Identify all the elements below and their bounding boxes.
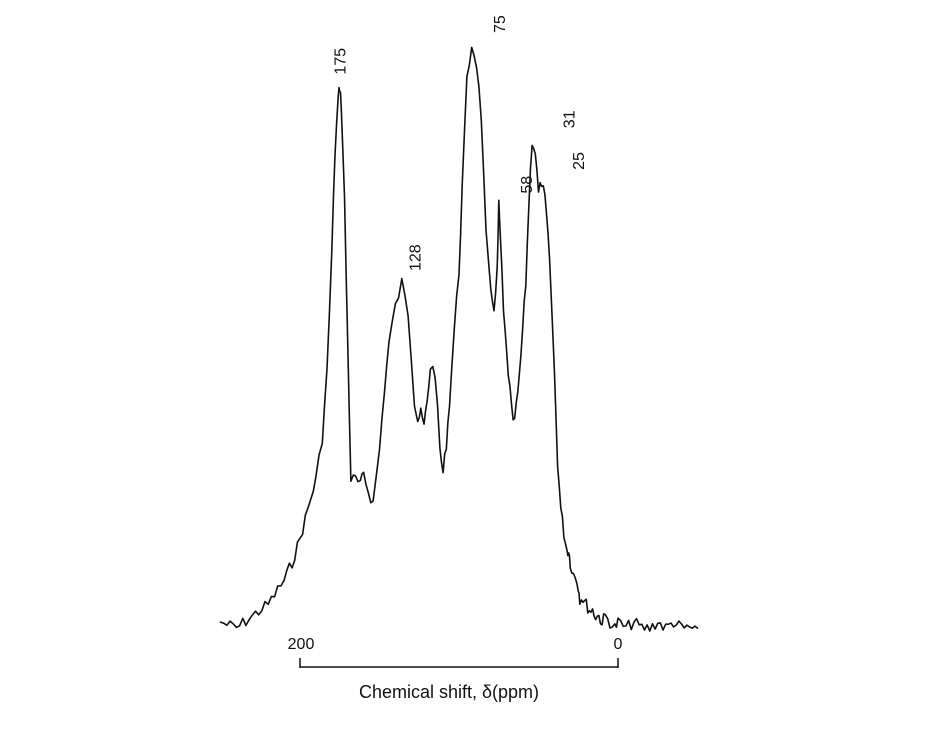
peak-label-75: 75 xyxy=(492,15,509,33)
x-axis-title: Chemical shift, δ(ppm) xyxy=(359,682,539,702)
peak-label-25: 25 xyxy=(571,152,588,170)
spectrum-trace xyxy=(219,46,699,632)
peak-label-175: 175 xyxy=(333,48,350,75)
peak-label-58: 58 xyxy=(519,176,536,194)
peak-labels: 175 128 75 58 31 25 xyxy=(333,15,589,271)
peak-label-31: 31 xyxy=(562,110,579,128)
peak-label-128: 128 xyxy=(407,244,424,271)
scale-tick-label-200: 200 xyxy=(288,636,315,653)
ppm-scale-bar: 200 0 xyxy=(288,636,623,668)
scale-tick-label-0: 0 xyxy=(614,636,623,653)
